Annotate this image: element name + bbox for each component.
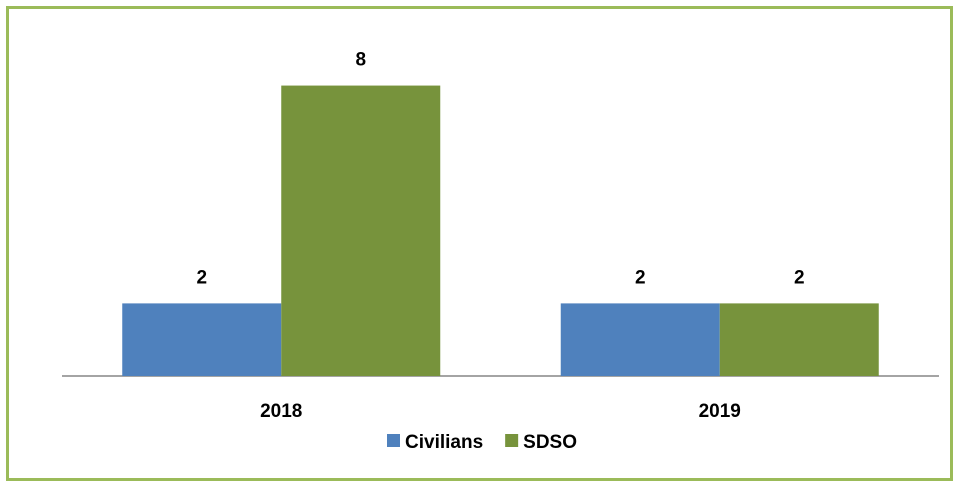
data-label-sdso-2018: 8 (355, 50, 366, 71)
data-labels-group: 2 8 2 2 (196, 50, 804, 289)
bar-sdso-2018 (281, 85, 441, 376)
bar-civilians-2019 (560, 303, 720, 376)
legend-label-sdso: SDSO (523, 432, 577, 453)
x-tick-labels-group: 2018 2019 (260, 401, 741, 422)
x-tick-label-2019: 2019 (699, 401, 741, 422)
data-label-sdso-2019: 2 (794, 267, 805, 288)
bar-sdso-2019 (719, 303, 879, 376)
legend-swatch-civilians (387, 434, 400, 447)
bar-civilians-2018 (122, 303, 282, 376)
legend-swatch-sdso (505, 434, 519, 447)
legend: Civilians SDSO (387, 432, 577, 453)
legend-label-civilians: Civilians (405, 432, 483, 453)
chart-frame (6, 6, 953, 481)
data-label-civilians-2019: 2 (635, 267, 646, 288)
bars-group (122, 85, 879, 376)
data-label-civilians-2018: 2 (196, 267, 207, 288)
x-tick-label-2018: 2018 (260, 401, 302, 422)
